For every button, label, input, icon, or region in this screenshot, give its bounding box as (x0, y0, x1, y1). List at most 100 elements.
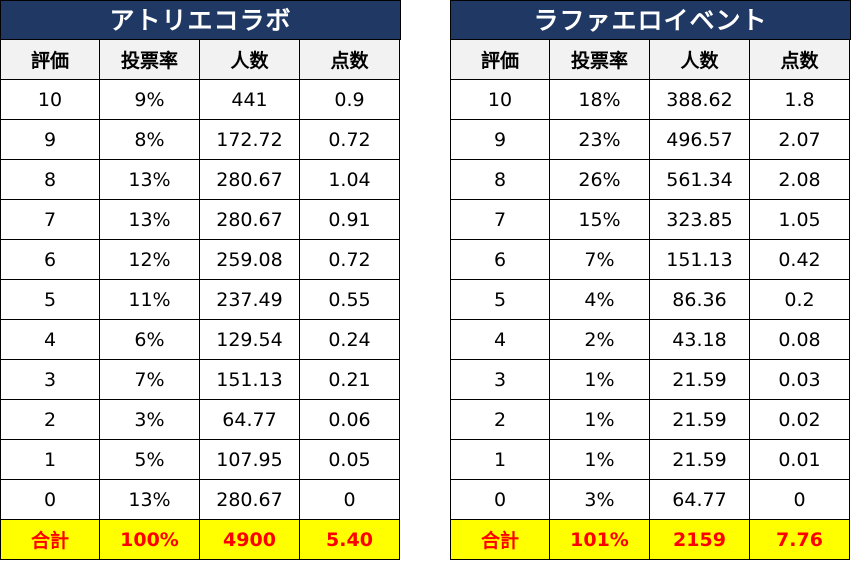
total-cell: 5.40 (300, 520, 400, 560)
table-cell: 8 (0, 160, 100, 200)
table-cell: 561.34 (650, 160, 750, 200)
table-cell: 43.18 (650, 320, 750, 360)
table-cell: 9% (100, 80, 200, 120)
table-row: 3 1% 21.59 0.03 (450, 360, 851, 400)
table-cell: 5% (100, 440, 200, 480)
table-cell: 0 (450, 480, 550, 520)
table-cell: 0.01 (750, 440, 850, 480)
table-cell: 2% (550, 320, 650, 360)
table-cell: 3% (550, 480, 650, 520)
table-row: 10 9% 441 0.9 (0, 80, 401, 120)
table-row: 3 7% 151.13 0.21 (0, 360, 401, 400)
table-row: 2 3% 64.77 0.06 (0, 400, 401, 440)
table-cell: 0.08 (750, 320, 850, 360)
table-cell: 0.72 (300, 120, 400, 160)
table-cell: 2 (450, 400, 550, 440)
table-cell: 7 (450, 200, 550, 240)
table-cell: 107.95 (200, 440, 300, 480)
header-row: 評価 投票率 人数 点数 (0, 40, 401, 80)
table-cell: 86.36 (650, 280, 750, 320)
table-row: 5 11% 237.49 0.55 (0, 280, 401, 320)
table-cell: 3 (0, 360, 100, 400)
table-cell: 6% (100, 320, 200, 360)
table-cell: 6 (450, 240, 550, 280)
table-cell: 237.49 (200, 280, 300, 320)
table-cell: 1% (550, 440, 650, 480)
table-row: 10 18% 388.62 1.8 (450, 80, 851, 120)
table-cell: 13% (100, 160, 200, 200)
total-cell: 7.76 (750, 520, 850, 560)
table-atelier-collab: アトリエコラボ 評価 投票率 人数 点数 10 9% 441 0.9 9 8% 172.72 0.72 8… (0, 0, 401, 560)
table-cell: 21.59 (650, 440, 750, 480)
table-cell: 4% (550, 280, 650, 320)
table-row: 1 5% 107.95 0.05 (0, 440, 401, 480)
table-cell: 15% (550, 200, 650, 240)
table-cell: 0.24 (300, 320, 400, 360)
header-cell: 人数 (200, 40, 300, 80)
table-cell: 4 (450, 320, 550, 360)
table-cell: 6 (0, 240, 100, 280)
table-raphael-event: ラファエロイベント 評価 投票率 人数 点数 10 18% 388.62 1.8 9 23% 496.… (450, 0, 851, 560)
header-cell: 点数 (300, 40, 400, 80)
table-cell: 0.91 (300, 200, 400, 240)
table-row: 7 15% 323.85 1.05 (450, 200, 851, 240)
header-cell: 点数 (750, 40, 850, 80)
table-cell: 8 (450, 160, 550, 200)
total-cell: 101% (550, 520, 650, 560)
table-title: ラファエロイベント (450, 0, 851, 40)
table-cell: 1.04 (300, 160, 400, 200)
table-cell: 1 (0, 440, 100, 480)
table-cell: 0 (750, 480, 850, 520)
table-cell: 8% (100, 120, 200, 160)
total-cell: 合計 (450, 520, 550, 560)
table-cell: 0.72 (300, 240, 400, 280)
table-cell: 0.05 (300, 440, 400, 480)
table-cell: 1.8 (750, 80, 850, 120)
table-cell: 280.67 (200, 200, 300, 240)
table-cell: 0.02 (750, 400, 850, 440)
total-cell: 合計 (0, 520, 100, 560)
total-cell: 2159 (650, 520, 750, 560)
table-cell: 0.2 (750, 280, 850, 320)
table-cell: 441 (200, 80, 300, 120)
table-cell: 129.54 (200, 320, 300, 360)
table-row: 0 13% 280.67 0 (0, 480, 401, 520)
table-cell: 2.07 (750, 120, 850, 160)
header-cell: 人数 (650, 40, 750, 80)
table-cell: 18% (550, 80, 650, 120)
table-cell: 13% (100, 200, 200, 240)
table-row: 5 4% 86.36 0.2 (450, 280, 851, 320)
total-cell: 4900 (200, 520, 300, 560)
table-row: 2 1% 21.59 0.02 (450, 400, 851, 440)
table-cell: 9 (450, 120, 550, 160)
table-cell: 9 (0, 120, 100, 160)
table-row: 4 2% 43.18 0.08 (450, 320, 851, 360)
table-cell: 10 (0, 80, 100, 120)
table-cell: 2.08 (750, 160, 850, 200)
table-cell: 26% (550, 160, 650, 200)
table-cell: 0.42 (750, 240, 850, 280)
table-cell: 11% (100, 280, 200, 320)
table-cell: 64.77 (200, 400, 300, 440)
table-cell: 280.67 (200, 160, 300, 200)
table-row: 9 8% 172.72 0.72 (0, 120, 401, 160)
table-cell: 151.13 (200, 360, 300, 400)
header-cell: 評価 (450, 40, 550, 80)
table-cell: 21.59 (650, 400, 750, 440)
table-row: 4 6% 129.54 0.24 (0, 320, 401, 360)
table-cell: 259.08 (200, 240, 300, 280)
total-row: 合計 101% 2159 7.76 (450, 520, 851, 560)
table-cell: 0 (300, 480, 400, 520)
table-cell: 172.72 (200, 120, 300, 160)
table-row: 9 23% 496.57 2.07 (450, 120, 851, 160)
table-row: 7 13% 280.67 0.91 (0, 200, 401, 240)
table-cell: 1% (550, 400, 650, 440)
table-cell: 496.57 (650, 120, 750, 160)
table-cell: 23% (550, 120, 650, 160)
table-cell: 323.85 (650, 200, 750, 240)
table-cell: 7% (550, 240, 650, 280)
table-cell: 5 (0, 280, 100, 320)
table-cell: 13% (100, 480, 200, 520)
table-cell: 1% (550, 360, 650, 400)
table-cell: 0 (0, 480, 100, 520)
